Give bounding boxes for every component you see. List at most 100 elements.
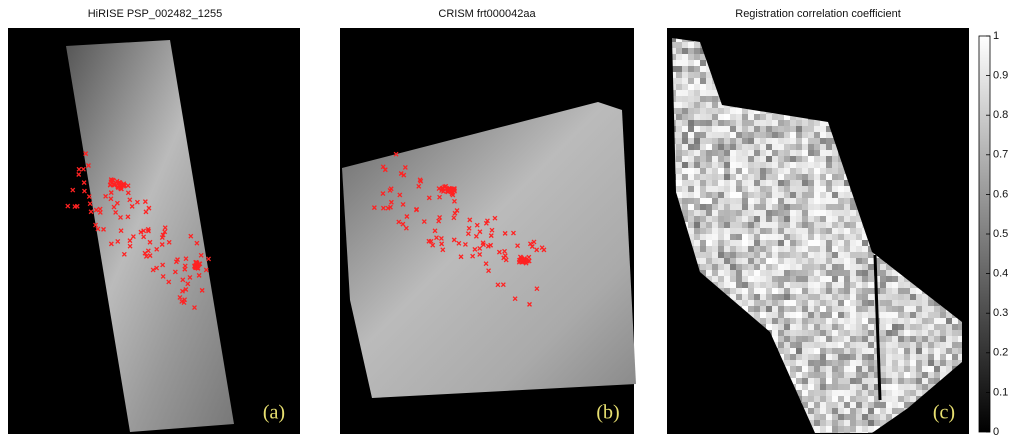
cell <box>910 288 916 294</box>
cell <box>772 324 778 330</box>
cell <box>796 252 802 258</box>
cell <box>862 414 868 420</box>
cell <box>694 174 700 180</box>
cell <box>898 396 904 402</box>
cell <box>760 306 766 312</box>
cell <box>736 108 742 114</box>
cell <box>736 192 742 198</box>
cell <box>856 396 862 402</box>
cell <box>814 420 820 426</box>
cell <box>778 204 784 210</box>
cell <box>844 186 850 192</box>
cell <box>682 102 688 108</box>
cell <box>742 144 748 150</box>
cell <box>790 186 796 192</box>
cell <box>862 240 868 246</box>
cell <box>934 324 940 330</box>
cell <box>916 372 922 378</box>
cell <box>754 240 760 246</box>
cell <box>694 198 700 204</box>
cell <box>784 192 790 198</box>
cell <box>784 306 790 312</box>
cell <box>730 174 736 180</box>
cell <box>820 282 826 288</box>
cell <box>838 186 844 192</box>
cell <box>904 288 910 294</box>
cell <box>778 240 784 246</box>
cell <box>760 132 766 138</box>
cell <box>862 330 868 336</box>
cell <box>880 348 886 354</box>
cell <box>790 288 796 294</box>
cell <box>706 78 712 84</box>
cell <box>784 198 790 204</box>
cell <box>778 144 784 150</box>
cell <box>922 372 928 378</box>
cell <box>694 204 700 210</box>
cell <box>922 336 928 342</box>
cell <box>868 396 874 402</box>
cell <box>706 120 712 126</box>
cell <box>856 324 862 330</box>
cell <box>688 216 694 222</box>
cell <box>856 378 862 384</box>
cell <box>802 252 808 258</box>
cell <box>940 348 946 354</box>
cell <box>922 366 928 372</box>
cell <box>892 318 898 324</box>
cell <box>784 216 790 222</box>
cell <box>700 84 706 90</box>
cell <box>754 234 760 240</box>
cell <box>736 246 742 252</box>
cell <box>820 252 826 258</box>
cell <box>778 300 784 306</box>
cell <box>952 324 958 330</box>
cell <box>784 120 790 126</box>
cell <box>826 408 832 414</box>
cell <box>784 330 790 336</box>
cell <box>820 348 826 354</box>
cell <box>832 354 838 360</box>
cell <box>760 318 766 324</box>
cell <box>790 312 796 318</box>
cell <box>838 240 844 246</box>
cell <box>868 306 874 312</box>
cell <box>712 102 718 108</box>
cell <box>700 78 706 84</box>
cell <box>820 300 826 306</box>
cell <box>892 330 898 336</box>
cell <box>844 330 850 336</box>
cell <box>928 378 934 384</box>
cell <box>778 294 784 300</box>
cell <box>796 180 802 186</box>
cell <box>862 384 868 390</box>
cell <box>820 234 826 240</box>
cell <box>898 288 904 294</box>
cell <box>718 108 724 114</box>
cell <box>946 342 952 348</box>
cell <box>826 318 832 324</box>
cell <box>784 294 790 300</box>
cell <box>808 252 814 258</box>
cell <box>766 258 772 264</box>
cell <box>682 150 688 156</box>
cell <box>796 270 802 276</box>
cell <box>904 348 910 354</box>
cell <box>754 186 760 192</box>
cell <box>802 234 808 240</box>
cell <box>826 366 832 372</box>
cell <box>778 282 784 288</box>
cell <box>706 204 712 210</box>
cell <box>850 348 856 354</box>
cell <box>868 420 874 426</box>
cell <box>694 54 700 60</box>
cell <box>850 384 856 390</box>
cell <box>868 252 874 258</box>
cell <box>676 90 682 96</box>
cell <box>928 372 934 378</box>
cell <box>694 210 700 216</box>
cell <box>838 264 844 270</box>
cell <box>832 378 838 384</box>
cell <box>832 306 838 312</box>
cell <box>796 234 802 240</box>
